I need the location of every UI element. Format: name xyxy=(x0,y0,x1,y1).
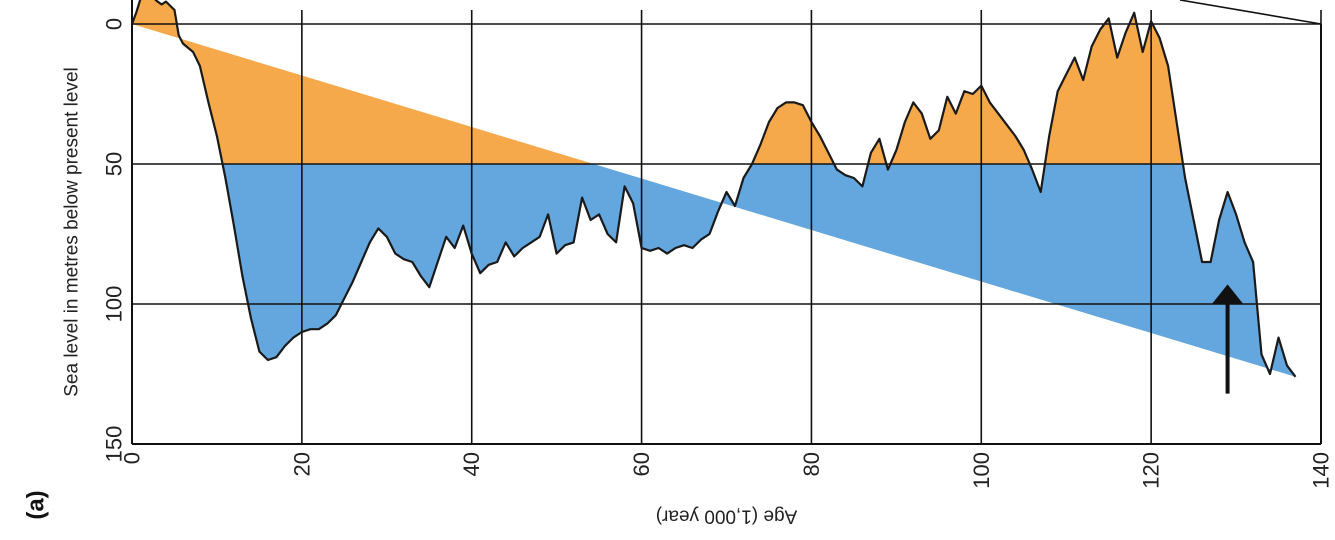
x-tick-labels: 0 20 40 60 80 100 120 140 xyxy=(120,452,1334,489)
annotation-group xyxy=(1211,284,1244,394)
above-reference-fill xyxy=(132,0,1183,164)
x-tick-label: 60 xyxy=(629,452,654,476)
grid-lines xyxy=(131,0,1322,445)
sea-level-line xyxy=(130,0,1297,378)
sea-level-series xyxy=(130,0,1297,378)
y-tick-label: 150 xyxy=(102,426,127,463)
below-reference-fill xyxy=(222,164,1296,377)
y-tick-label: 50 xyxy=(102,152,127,176)
x-tick-label: 120 xyxy=(1139,452,1164,489)
y-axis-title: Sea level in metres below present level xyxy=(62,67,83,397)
panel-label: (a) xyxy=(23,490,50,519)
x-tick-label: 80 xyxy=(799,452,824,476)
below-reference-area xyxy=(222,164,1296,377)
x-axis-title: Age (1,000 year) xyxy=(656,506,798,527)
arrow-head xyxy=(1211,284,1244,305)
x-tick-label: 40 xyxy=(459,452,484,476)
top-right-trace xyxy=(1179,0,1322,25)
y-tick-label: 0 xyxy=(102,18,127,30)
above-reference-area xyxy=(132,0,1183,164)
y-tick-label: 100 xyxy=(102,286,127,323)
x-tick-label: 140 xyxy=(1309,452,1334,489)
x-tick-label: 100 xyxy=(969,452,994,489)
x-tick-label: 0 xyxy=(120,452,145,464)
x-tick-label: 20 xyxy=(289,452,314,476)
y-tick-labels: 0 50 100 150 xyxy=(102,18,127,462)
